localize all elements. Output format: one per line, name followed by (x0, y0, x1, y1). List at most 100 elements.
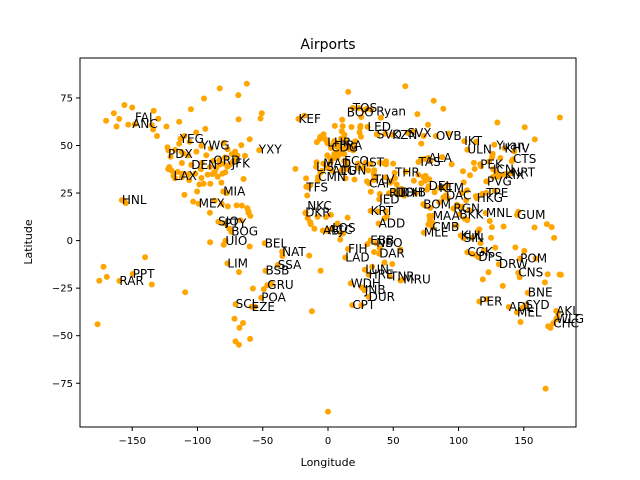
airport-point (555, 309, 561, 316)
airport-point (505, 304, 512, 310)
airport-point (190, 198, 197, 205)
y-tick-label: −50 (52, 331, 73, 342)
airport-point (337, 230, 344, 236)
airport-point (444, 195, 451, 202)
airport-point (320, 160, 327, 167)
airport-point (313, 163, 320, 170)
x-axis: −150 −100 −50 0 50 100 150 (118, 427, 533, 447)
airport-point (235, 116, 242, 123)
x-tick-label: 0 (325, 436, 331, 447)
airport-point (246, 136, 253, 143)
airport-code-label: LED (368, 120, 392, 134)
airport-point (478, 163, 485, 170)
airport-point (238, 202, 245, 209)
airport-point (427, 204, 434, 211)
airport-code-label: TNR (389, 269, 415, 283)
airport-code-label: DAC (446, 188, 471, 202)
x-tick-label: 100 (449, 436, 468, 447)
airport-point (148, 281, 155, 288)
airport-point (185, 171, 192, 177)
airport-point (121, 102, 128, 108)
y-tick-label: 0 (67, 236, 73, 247)
airport-point (231, 315, 238, 322)
airport-point (103, 273, 110, 280)
airport-code-label: PEK (480, 157, 504, 171)
airport-point (343, 164, 350, 171)
airport-code-label: BOO (347, 106, 374, 120)
airport-point (488, 234, 494, 241)
airport-point (491, 141, 498, 148)
airport-point (371, 249, 378, 255)
airport-point (439, 154, 446, 161)
airport-point (376, 250, 383, 257)
airport-point (355, 105, 362, 111)
airport-point (375, 220, 382, 227)
airport-point (358, 302, 365, 309)
airport-code-label: DAR (379, 247, 405, 261)
airport-point (531, 136, 538, 143)
airport-code-label: CTS (513, 152, 536, 166)
airport-point (238, 142, 245, 149)
airport-point (440, 105, 447, 112)
airport-code-label: CMN (318, 170, 346, 184)
airport-code-label: POM (520, 252, 547, 266)
airport-point (354, 160, 361, 167)
airport-point (511, 148, 518, 155)
y-tick-label: 25 (60, 189, 73, 200)
airport-point (391, 169, 398, 176)
airport-point (165, 147, 172, 154)
airport-code-label: PPT (133, 267, 155, 281)
airport-point (387, 179, 394, 186)
airport-point (361, 266, 368, 273)
airport-point (548, 224, 555, 231)
x-axis-label: Longitude (301, 456, 356, 469)
airport-code-label: CGK (467, 245, 494, 259)
airport-code-label: DUR (369, 290, 395, 304)
airport-point (343, 142, 350, 149)
airport-point (221, 154, 228, 161)
airport-code-label: JNB (364, 283, 386, 297)
airport-point (224, 260, 231, 267)
airport-code-label: IKT (464, 134, 482, 148)
airport-point (260, 286, 267, 293)
airport-point (249, 285, 256, 292)
airport-code-label: ALG (332, 164, 356, 178)
airport-point (461, 215, 468, 222)
airport-point (339, 116, 346, 123)
airport-code-label: CAI (369, 176, 389, 190)
airport-point (329, 167, 336, 174)
airport-code-label: MRU (403, 272, 430, 286)
airport-code-label: Ryan (376, 104, 406, 118)
airport-point (302, 210, 309, 216)
airport-code-label: HNL (122, 193, 147, 207)
x-tick-label: −50 (252, 436, 273, 447)
airport-point (351, 176, 358, 183)
airport-point (131, 121, 138, 128)
airport-point (382, 208, 389, 215)
airport-point (274, 262, 281, 269)
airport-point (374, 208, 381, 215)
airport-code-label: DRW (499, 257, 528, 271)
airport-point (358, 284, 365, 291)
airport-point (500, 223, 507, 230)
airport-code-label: KZN (392, 128, 417, 142)
airport-point (469, 250, 476, 257)
airport-code-label: TFS (305, 180, 328, 194)
airport-point (460, 179, 467, 186)
airport-code-label: KEF (299, 112, 321, 126)
airport-point (514, 309, 520, 316)
airport-point (207, 239, 214, 246)
airport-point (420, 229, 427, 236)
airport-point (425, 121, 431, 128)
airport-point (339, 123, 346, 130)
airport-code-label: OVB (436, 129, 462, 143)
airport-point (479, 276, 486, 283)
airport-point (331, 122, 338, 129)
airport-point (325, 408, 331, 415)
airport-point (515, 269, 522, 276)
airport-point (551, 234, 558, 241)
airport-point (475, 254, 482, 261)
airport-point (456, 211, 463, 218)
airport-point (324, 227, 331, 234)
airport-point (386, 190, 392, 197)
